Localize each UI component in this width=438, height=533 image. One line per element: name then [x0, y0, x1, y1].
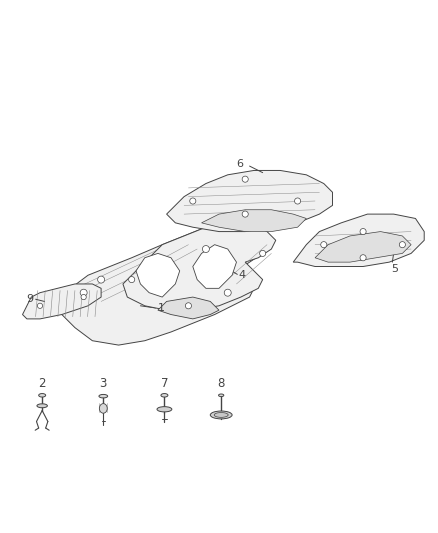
Text: 3: 3: [99, 377, 107, 390]
Circle shape: [129, 277, 135, 282]
Polygon shape: [136, 253, 180, 297]
Ellipse shape: [161, 393, 168, 397]
Polygon shape: [293, 214, 424, 266]
Polygon shape: [123, 223, 276, 310]
Ellipse shape: [99, 403, 107, 413]
Polygon shape: [158, 297, 219, 319]
Text: 4: 4: [239, 270, 246, 280]
Circle shape: [242, 176, 248, 182]
Polygon shape: [57, 223, 272, 345]
Circle shape: [185, 303, 191, 309]
Circle shape: [224, 289, 231, 296]
Ellipse shape: [214, 413, 228, 417]
Circle shape: [360, 229, 366, 235]
Text: 2: 2: [39, 377, 46, 390]
Polygon shape: [315, 231, 411, 262]
Circle shape: [260, 251, 266, 256]
Circle shape: [399, 241, 406, 248]
Text: 9: 9: [26, 294, 33, 304]
Circle shape: [360, 255, 366, 261]
Text: 1: 1: [158, 303, 165, 313]
Circle shape: [98, 276, 105, 283]
Polygon shape: [193, 245, 237, 288]
Ellipse shape: [39, 393, 46, 397]
Text: 6: 6: [236, 159, 243, 169]
Ellipse shape: [99, 394, 108, 398]
Circle shape: [242, 211, 248, 217]
Ellipse shape: [210, 411, 232, 419]
Text: 7: 7: [161, 377, 168, 390]
Polygon shape: [201, 210, 306, 231]
Circle shape: [81, 294, 86, 300]
Ellipse shape: [37, 404, 47, 408]
Circle shape: [190, 198, 196, 204]
Polygon shape: [166, 171, 332, 231]
Circle shape: [80, 289, 87, 296]
Text: 5: 5: [392, 264, 399, 274]
Text: 8: 8: [218, 377, 225, 390]
Circle shape: [321, 241, 327, 248]
Polygon shape: [22, 284, 101, 319]
Circle shape: [294, 198, 300, 204]
Circle shape: [202, 246, 209, 253]
Ellipse shape: [219, 394, 224, 397]
Circle shape: [37, 303, 42, 309]
Ellipse shape: [157, 407, 172, 412]
